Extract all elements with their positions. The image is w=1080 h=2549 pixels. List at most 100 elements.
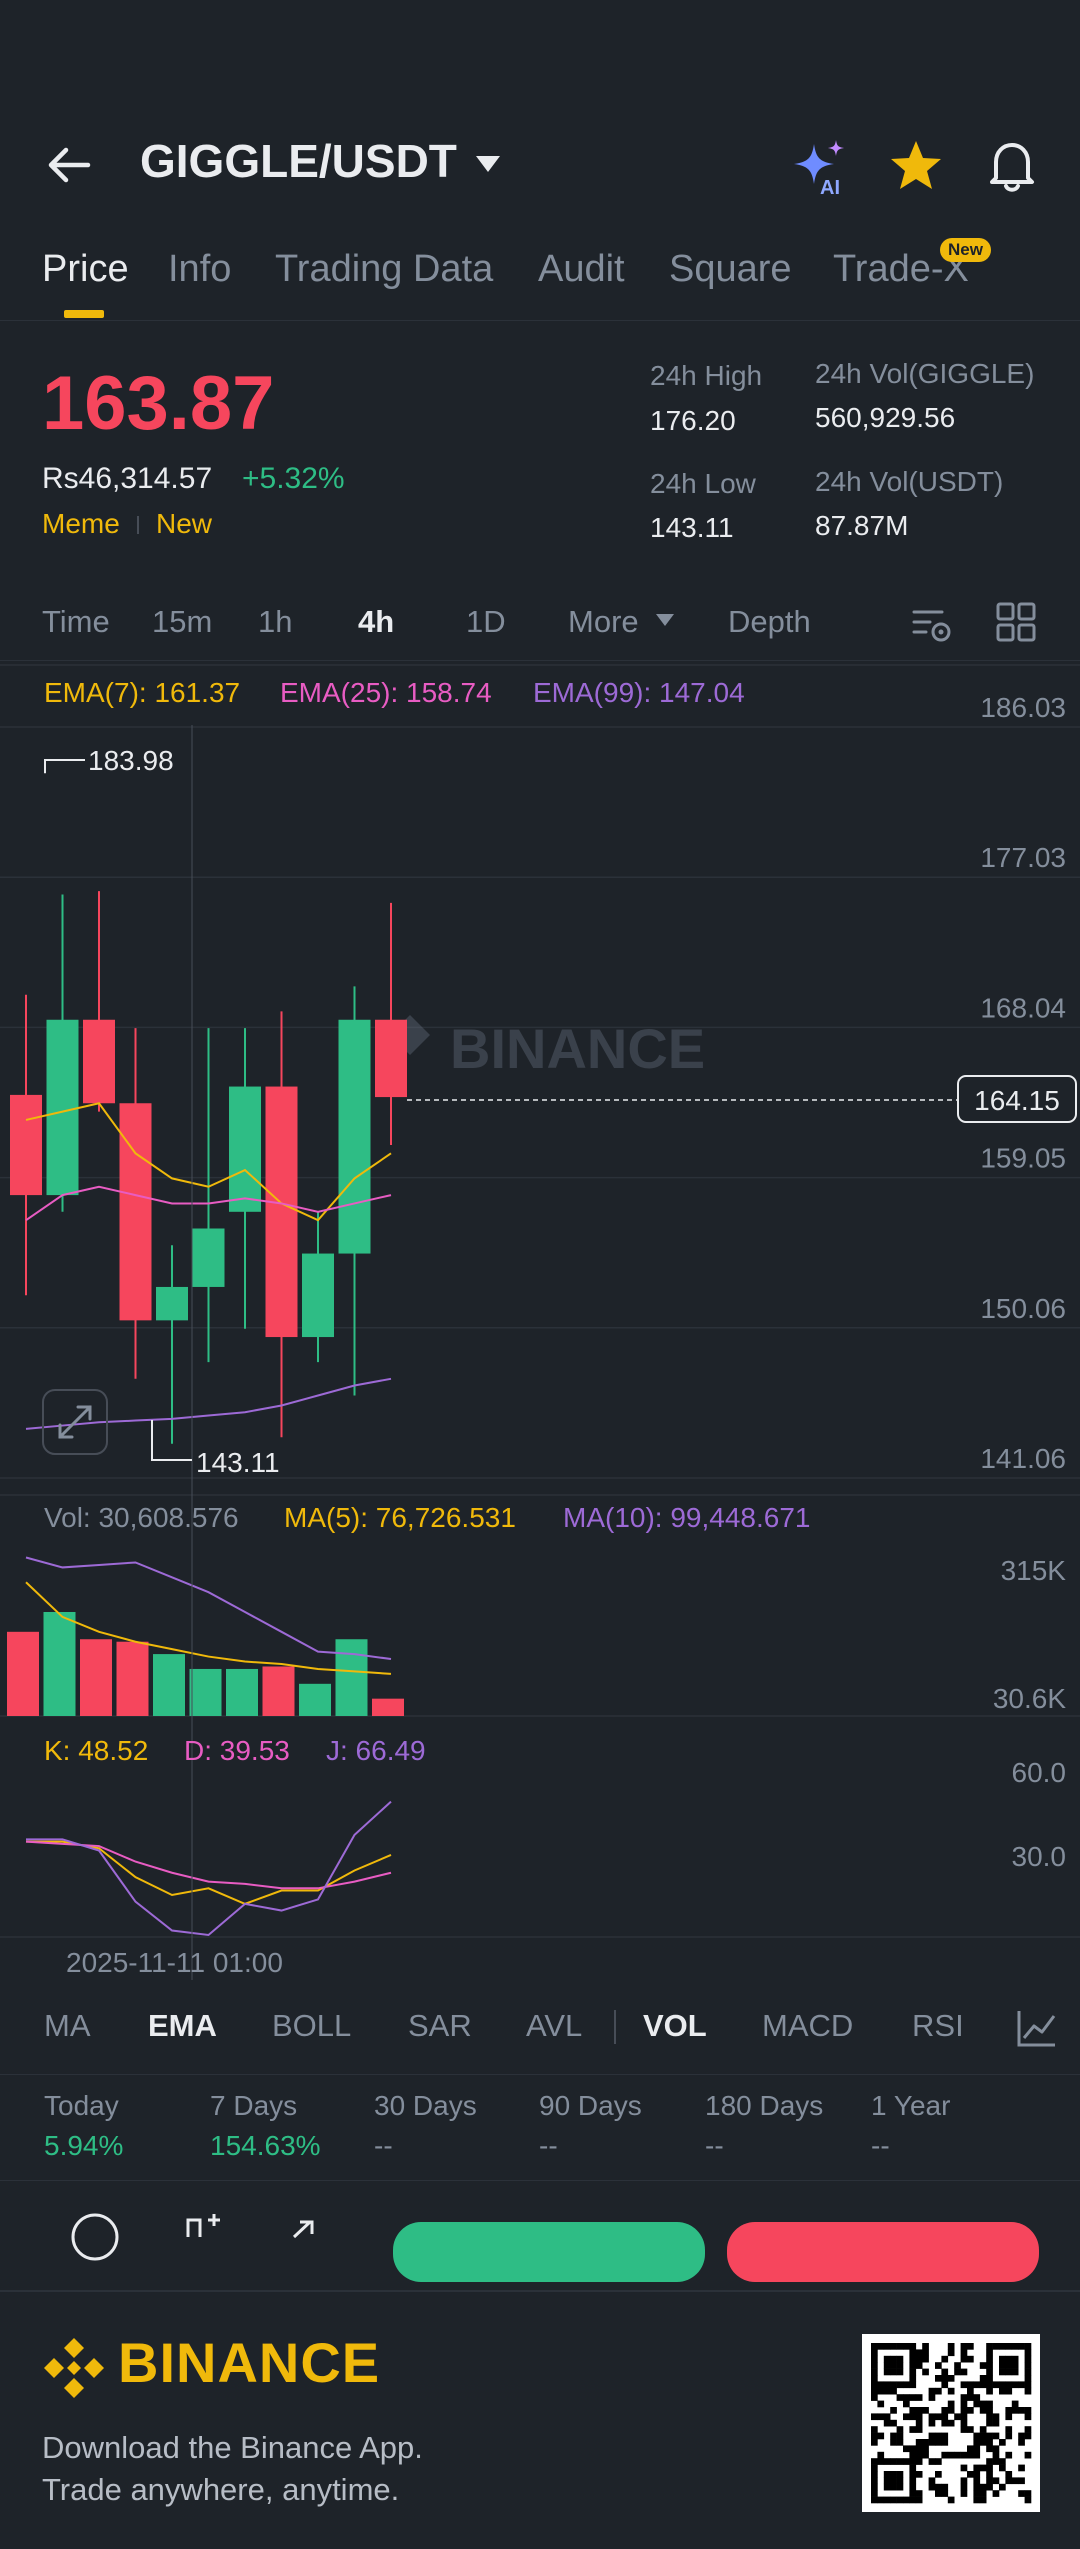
qr-module bbox=[973, 2439, 981, 2446]
indicator-ma[interactable]: MA bbox=[44, 2008, 91, 2043]
more-caret-icon[interactable] bbox=[654, 612, 676, 633]
qr-module bbox=[992, 2458, 1000, 2465]
star-icon[interactable] bbox=[888, 138, 944, 194]
tab-audit[interactable]: Audit bbox=[538, 248, 625, 290]
indicator-sar[interactable]: SAR bbox=[408, 2008, 472, 2043]
qr-module bbox=[1005, 2477, 1013, 2485]
back-arrow-icon[interactable] bbox=[44, 140, 94, 190]
qr-module bbox=[1005, 2471, 1013, 2478]
qr-module bbox=[915, 2419, 923, 2427]
tab-price[interactable]: Price bbox=[42, 248, 129, 290]
crosshair-time-label: 2025-11-11 01:00 bbox=[66, 1947, 283, 1978]
indicator-boll[interactable]: BOLL bbox=[272, 2008, 352, 2043]
interval-more[interactable]: More bbox=[568, 604, 639, 639]
kline-chart[interactable]: BINANCE 186.03 177.03 168.04 159.05 150.06 14… bbox=[0, 660, 1080, 1980]
qr-module bbox=[1024, 2451, 1032, 2459]
kdj-j-line bbox=[26, 1800, 392, 1937]
price-tick: 141.06 bbox=[980, 1443, 1066, 1474]
dropdown-caret-icon[interactable] bbox=[474, 154, 502, 179]
qr-module bbox=[890, 2439, 897, 2446]
qr-module bbox=[992, 2413, 1000, 2421]
new-badge: New bbox=[940, 238, 991, 262]
qr-module bbox=[871, 2349, 878, 2357]
indicator-macd[interactable]: MACD bbox=[762, 2008, 854, 2043]
indicator-ema[interactable]: EMA bbox=[148, 2008, 217, 2043]
volume-ma-lines bbox=[25, 1556, 392, 1675]
qr-module bbox=[999, 2381, 1006, 2389]
tag-meme[interactable]: Meme bbox=[42, 508, 120, 539]
indicator-rsi[interactable]: RSI bbox=[912, 2008, 964, 2043]
interval-time[interactable]: Time bbox=[42, 604, 110, 639]
performance-row: Today 5.94% 7 Days 154.63% 30 Days -- 90… bbox=[0, 2074, 1080, 2181]
kdj-j-label: J: 66.49 bbox=[326, 1735, 426, 1766]
volume-ma10-line bbox=[25, 1556, 392, 1661]
qr-module bbox=[1011, 2381, 1019, 2389]
download-qr-code[interactable] bbox=[862, 2334, 1040, 2512]
qr-module bbox=[871, 2368, 878, 2376]
volume-tick-top: 315K bbox=[1001, 1555, 1067, 1586]
qr-module bbox=[890, 2362, 897, 2369]
qr-module bbox=[915, 2458, 923, 2465]
qr-module bbox=[1005, 2368, 1013, 2376]
download-banner[interactable]: BINANCE Download the Binance App. Trade … bbox=[0, 2290, 1080, 2549]
tab-square[interactable]: Square bbox=[669, 248, 792, 290]
qr-module bbox=[935, 2439, 942, 2446]
qr-module bbox=[1024, 2387, 1032, 2395]
trading-pair-title[interactable]: GIGGLE/USDT bbox=[140, 135, 457, 187]
qr-module bbox=[928, 2483, 936, 2491]
indicator-vol[interactable]: VOL bbox=[643, 2008, 707, 2043]
tag-new[interactable]: New bbox=[156, 508, 213, 539]
qr-module bbox=[903, 2458, 910, 2465]
tab-info[interactable]: Info bbox=[168, 248, 232, 290]
interval-depth[interactable]: Depth bbox=[728, 604, 811, 639]
qr-module bbox=[999, 2362, 1006, 2369]
qr-module bbox=[883, 2387, 891, 2395]
candle-body bbox=[83, 1019, 115, 1104]
volume-ma5-line bbox=[25, 1581, 392, 1675]
perf-1y-value: -- bbox=[871, 2130, 890, 2161]
banner-line-1: Download the Binance App. bbox=[42, 2430, 423, 2465]
perf-1y-label: 1 Year bbox=[871, 2090, 951, 2121]
qr-module bbox=[1005, 2381, 1013, 2389]
qr-module bbox=[903, 2413, 910, 2421]
indicator-settings-icon[interactable] bbox=[1016, 2008, 1058, 2053]
qr-module bbox=[999, 2387, 1006, 2395]
chart-settings-icon[interactable] bbox=[910, 602, 954, 651]
qr-module bbox=[909, 2477, 917, 2485]
qr-module bbox=[954, 2368, 961, 2376]
qr-module bbox=[883, 2381, 891, 2389]
interval-1d[interactable]: 1D bbox=[466, 604, 506, 639]
qr-module bbox=[909, 2451, 917, 2459]
bell-icon[interactable] bbox=[984, 136, 1040, 194]
qr-module bbox=[967, 2355, 974, 2363]
qr-module bbox=[883, 2496, 891, 2504]
qr-module bbox=[960, 2413, 968, 2421]
low-label: 24h Low bbox=[650, 468, 756, 499]
candle-body bbox=[302, 1253, 334, 1338]
more-icon bbox=[71, 2213, 119, 2261]
interval-1h[interactable]: 1h bbox=[258, 604, 293, 639]
grid-layout-icon[interactable] bbox=[996, 602, 1036, 647]
qr-module bbox=[922, 2439, 929, 2446]
vol-base-value: 560,929.56 bbox=[815, 402, 956, 433]
qr-module bbox=[947, 2451, 955, 2459]
qr-module bbox=[992, 2432, 1000, 2440]
qr-module bbox=[1005, 2407, 1013, 2414]
qr-module bbox=[922, 2445, 929, 2453]
qr-module bbox=[896, 2394, 904, 2401]
ai-sparkle-icon[interactable]: AI bbox=[790, 138, 850, 199]
qr-module bbox=[890, 2387, 897, 2395]
qr-module bbox=[928, 2419, 936, 2427]
indicator-avl[interactable]: AVL bbox=[526, 2008, 583, 2043]
qr-module bbox=[909, 2368, 917, 2376]
tab-trading-data[interactable]: Trading Data bbox=[275, 248, 494, 290]
qr-module bbox=[915, 2439, 923, 2446]
qr-module bbox=[973, 2483, 981, 2491]
interval-4h[interactable]: 4h bbox=[358, 604, 395, 639]
qr-module bbox=[992, 2343, 1000, 2350]
qr-module bbox=[1024, 2490, 1032, 2497]
interval-15m[interactable]: 15m bbox=[152, 604, 213, 639]
volume-bar bbox=[299, 1683, 331, 1716]
qr-module bbox=[947, 2496, 955, 2504]
last-price: 163.87 bbox=[42, 361, 275, 446]
